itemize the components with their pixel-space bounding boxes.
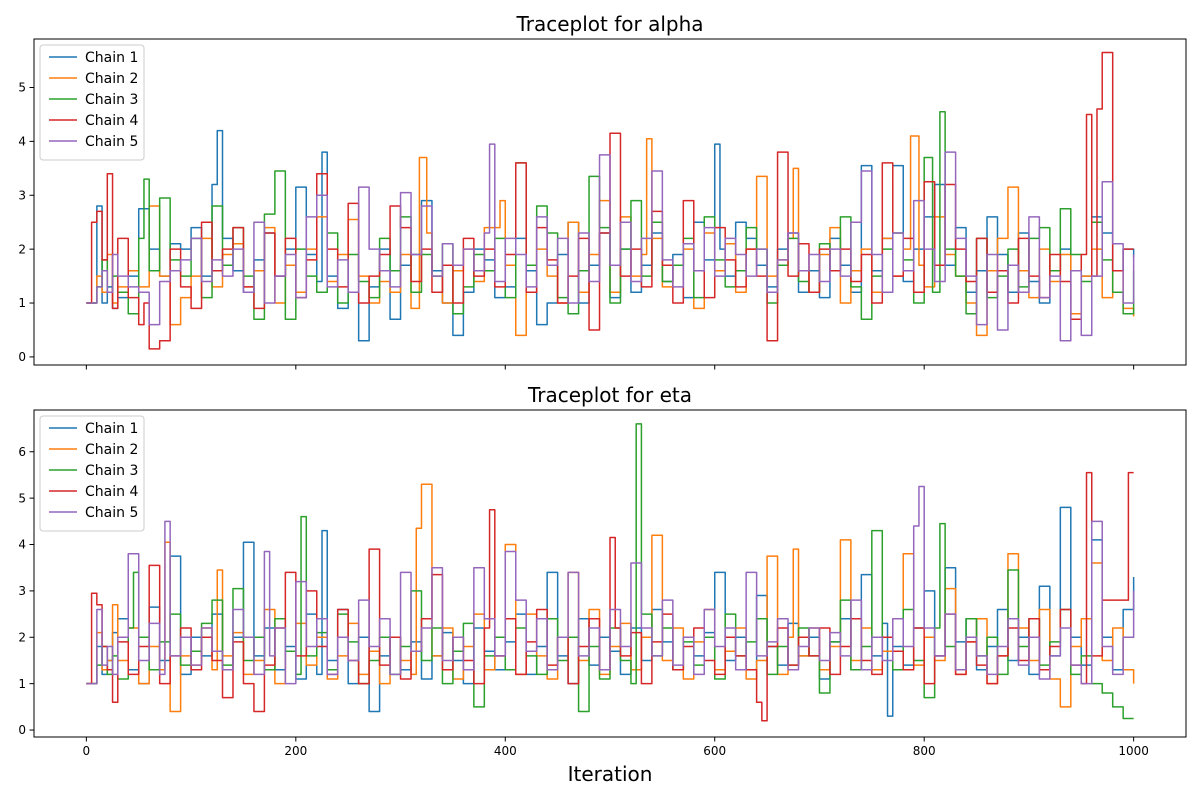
series-line-chain-1 [86, 129, 1135, 342]
legend: Chain 1 Chain 2 Chain 3 Chain 4 Chain 5 [39, 44, 145, 161]
legend-label: Chain 2 [85, 71, 138, 87]
legend-label: Chain 1 [85, 421, 138, 437]
legend-label: Chain 3 [85, 92, 138, 108]
series-group [86, 423, 1135, 722]
legend-label: Chain 4 [85, 484, 138, 500]
y-tick-label: 4 [18, 538, 26, 552]
legend-label: Chain 5 [85, 505, 138, 521]
legend-label: Chain 2 [85, 442, 138, 458]
chart-title: Traceplot for eta [527, 383, 692, 407]
y-tick-label: 5 [18, 491, 26, 505]
y-tick-label: 2 [18, 242, 26, 256]
y-tick-label: 6 [18, 445, 26, 459]
y-tick-label: 1 [18, 677, 26, 691]
eta-traceplot: 0 200 400 600 800 1000 0 1 2 3 4 5 6 Traceplot for et… [18, 383, 1187, 786]
legend-box [39, 415, 145, 532]
x-tick-label: 200 [284, 744, 307, 758]
y-tick-label: 5 [18, 81, 26, 95]
series-group [86, 51, 1135, 350]
legend: Chain 1 Chain 2 Chain 3 Chain 4 Chain 5 [39, 415, 145, 532]
legend-label: Chain 4 [85, 113, 138, 129]
series-line-chain-5 [86, 485, 1135, 685]
legend-label: Chain 5 [85, 134, 138, 150]
x-axis-label: Iteration [568, 762, 653, 786]
x-tick-label: 0 [83, 744, 91, 758]
y-tick-label: 1 [18, 296, 26, 310]
chart-title: Traceplot for alpha [515, 12, 703, 36]
y-tick-label: 4 [18, 135, 26, 149]
axes-frame [33, 409, 1187, 738]
axes-frame [33, 38, 1187, 366]
x-tick-label: 800 [913, 744, 936, 758]
y-tick-label: 3 [18, 188, 26, 202]
x-tick-label: 1000 [1118, 744, 1149, 758]
x-tick-label: 600 [703, 744, 726, 758]
y-tick-label: 3 [18, 584, 26, 598]
y-tick-label: 0 [18, 350, 26, 364]
legend-box [39, 44, 145, 161]
x-tick-label: 400 [494, 744, 517, 758]
y-tick-label: 0 [18, 723, 26, 737]
legend-label: Chain 3 [85, 463, 138, 479]
y-tick-label: 2 [18, 630, 26, 644]
legend-label: Chain 1 [85, 50, 138, 66]
series-line-chain-5 [86, 143, 1135, 342]
